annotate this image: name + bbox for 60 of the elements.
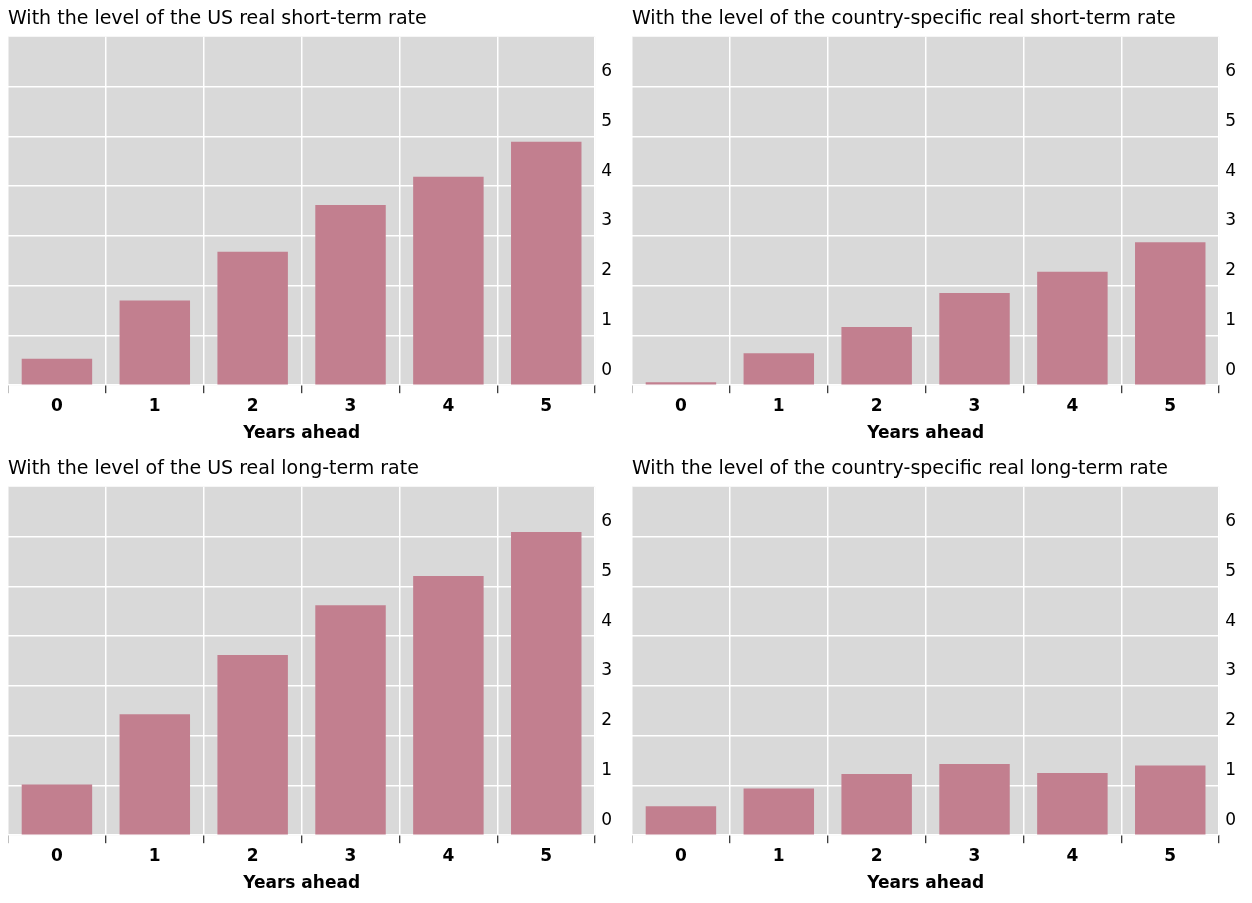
x-tick-label: 2	[870, 394, 883, 415]
x-tick-label: 2	[246, 394, 259, 415]
chart-title: With the level of the country-specific real long-term rate	[632, 456, 1168, 479]
x-axis-title: Years ahead	[242, 872, 361, 893]
y-tick-label: 5	[1225, 109, 1237, 130]
x-tick-label: 1	[148, 844, 161, 865]
x-tick-label: 2	[246, 844, 259, 865]
y-tick-label: 3	[1225, 659, 1237, 680]
x-tick-label: 3	[344, 394, 357, 415]
x-tick-label: 0	[675, 844, 688, 865]
y-tick-label: 1	[1225, 758, 1237, 779]
x-tick-label: 4	[1066, 394, 1079, 415]
x-tick-label: 1	[772, 394, 785, 415]
x-tick-label: 0	[51, 844, 64, 865]
y-tick-label: 2	[1225, 259, 1237, 280]
y-tick-label: 4	[601, 159, 613, 180]
x-tick-label: 4	[442, 844, 455, 865]
x-tick-label: 0	[675, 394, 688, 415]
y-tick-label: 6	[601, 59, 613, 80]
x-tick-label: 4	[442, 394, 455, 415]
x-axis-title: Years ahead	[242, 422, 361, 443]
y-tick-label: 0	[1225, 808, 1237, 829]
x-tick-label: 5	[1164, 394, 1177, 415]
y-tick-label: 6	[1225, 59, 1237, 80]
y-tick-label: 0	[601, 808, 613, 829]
y-tick-label: 4	[601, 609, 613, 630]
y-tick-label: 0	[601, 358, 613, 379]
x-tick-label: 5	[540, 394, 553, 415]
chart-title: With the level of the country-specific real short-term rate	[632, 6, 1176, 29]
y-tick-label: 1	[601, 758, 613, 779]
y-tick-label: 5	[601, 559, 613, 580]
x-tick-label: 4	[1066, 844, 1079, 865]
y-tick-label: 6	[1225, 509, 1237, 530]
x-axis-title: Years ahead	[866, 422, 985, 443]
y-tick-label: 5	[601, 109, 613, 130]
x-tick-label: 2	[870, 844, 883, 865]
y-tick-label: 3	[601, 659, 613, 680]
x-tick-label: 5	[1164, 844, 1177, 865]
x-tick-label: 5	[540, 844, 553, 865]
y-tick-label: 2	[601, 259, 613, 280]
x-tick-label: 1	[772, 844, 785, 865]
x-tick-label: 1	[148, 394, 161, 415]
x-tick-label: 3	[344, 844, 357, 865]
chart-title: With the level of the US real long-term rate	[8, 456, 419, 479]
y-tick-label: 1	[1225, 308, 1237, 329]
y-tick-label: 6	[601, 509, 613, 530]
y-tick-label: 3	[601, 209, 613, 230]
x-tick-label: 0	[51, 394, 64, 415]
y-tick-label: 4	[1225, 609, 1237, 630]
y-tick-label: 1	[601, 308, 613, 329]
y-tick-label: 0	[1225, 358, 1237, 379]
y-tick-label: 3	[1225, 209, 1237, 230]
x-tick-label: 3	[968, 394, 981, 415]
x-tick-label: 3	[968, 844, 981, 865]
chart-title: With the level of the US real short-term rate	[8, 6, 427, 29]
x-axis-title: Years ahead	[866, 872, 985, 893]
y-tick-label: 2	[601, 709, 613, 730]
y-tick-label: 2	[1225, 709, 1237, 730]
y-tick-label: 5	[1225, 559, 1237, 580]
y-tick-label: 4	[1225, 159, 1237, 180]
